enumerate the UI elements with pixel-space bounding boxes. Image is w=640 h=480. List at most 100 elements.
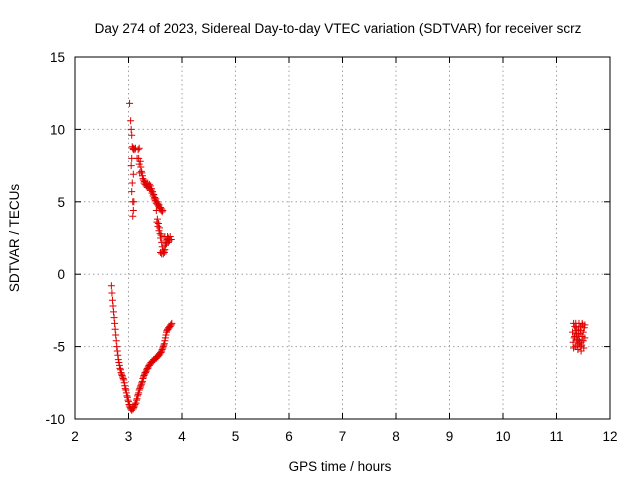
data-point-track-rising-lower [115, 361, 123, 369]
data-point-track-descending-upper [160, 248, 168, 256]
data-point-track-rising-lower [160, 340, 168, 348]
y-tick-label: -5 [53, 340, 65, 355]
data-point-track-rising-lower [112, 337, 120, 345]
data-point-track-descending-upper [164, 238, 172, 246]
data-point-track-descending-upper [165, 237, 173, 245]
data-point-track-rising-lower [159, 344, 167, 352]
data-point-track-rising-lower [125, 398, 132, 406]
data-point-track-rising-lower [123, 392, 131, 400]
data-point-track-rising-lower [135, 386, 143, 394]
data-point-cluster-late [570, 344, 578, 352]
data-point-track-descending-upper [128, 179, 136, 187]
data-point-track-descending-upper [128, 131, 136, 139]
data-point-track-rising-lower [109, 302, 117, 310]
data-point-cluster-late [571, 322, 579, 330]
data-point-cluster-late [581, 321, 589, 329]
data-point-track-rising-lower [111, 319, 119, 327]
data-point-track-rising-lower [143, 366, 151, 374]
data-point-track-descending-upper [164, 233, 172, 241]
data-point-track-rising-lower [114, 356, 122, 364]
data-point-track-rising-lower [124, 396, 132, 404]
data-point-track-descending-upper [158, 238, 166, 246]
data-point-track-rising-lower [122, 386, 130, 394]
data-point-track-rising-lower [114, 351, 122, 359]
data-point-track-descending-upper [135, 154, 143, 162]
data-point-cluster-late [573, 337, 581, 345]
data-point-track-rising-lower [115, 359, 123, 367]
data-point-track-descending-upper [154, 222, 162, 230]
data-point-track-rising-lower [112, 331, 120, 339]
y-tick-label: -10 [45, 412, 65, 427]
data-point-track-descending-upper [156, 224, 164, 232]
chart-title: Day 274 of 2023, Sidereal Day-to-day VTE… [95, 21, 582, 36]
data-point-track-rising-lower [119, 373, 127, 381]
axis-ticks: 2 3 4 5 6 7 8 9 10 11 12 -10 -5 0 5 10 15 [45, 50, 617, 444]
data-point-track-descending-upper [138, 169, 146, 177]
data-point-track-descending-upper [148, 189, 156, 197]
x-tick-label: 2 [71, 429, 79, 444]
y-axis-label: SDTVAR / TECUs [7, 184, 22, 293]
data-point-track-rising-lower [139, 373, 147, 381]
x-tick-label: 3 [125, 429, 133, 444]
data-point-track-rising-lower [140, 372, 148, 380]
data-point-track-descending-upper [158, 205, 166, 213]
data-point-track-rising-lower [121, 385, 129, 393]
data-point-track-rising-lower [111, 325, 119, 333]
x-tick-label: 9 [446, 429, 454, 444]
data-point-track-descending-upper [155, 201, 163, 209]
data-point-cluster-late [581, 334, 589, 342]
data-point-track-descending-upper [153, 215, 161, 223]
data-point-track-descending-upper [154, 199, 162, 207]
x-tick-label: 11 [549, 429, 563, 444]
data-point-track-rising-lower [144, 364, 152, 372]
data-point-track-descending-upper [151, 193, 159, 201]
data-point-track-rising-lower [138, 379, 146, 387]
data-point-cluster-late [574, 345, 582, 353]
x-tick-label: 5 [232, 429, 240, 444]
data-point-track-descending-upper [161, 246, 169, 254]
data-point-cluster-late [572, 324, 580, 332]
data-point-track-descending-upper [156, 230, 164, 238]
x-tick-label: 8 [392, 429, 400, 444]
data-point-track-rising-lower [161, 337, 169, 345]
data-point-track-rising-lower [162, 331, 170, 339]
data-point-cluster-late [569, 338, 577, 346]
x-tick-label: 7 [339, 429, 347, 444]
data-point-track-descending-upper [137, 163, 145, 171]
data-point-track-descending-upper [129, 206, 137, 214]
data-point-track-rising-lower [122, 389, 130, 397]
data-point-cluster-late [579, 337, 587, 345]
data-point-track-descending-upper [157, 231, 165, 239]
data-point-track-descending-upper [148, 185, 156, 193]
data-point-track-rising-lower [116, 366, 124, 374]
data-point-track-rising-lower [129, 405, 137, 413]
data-point-track-rising-lower [138, 377, 146, 385]
data-point-track-rising-lower [142, 367, 150, 375]
data-point-track-rising-lower [136, 385, 144, 393]
data-point-track-descending-upper [157, 234, 165, 242]
data-point-track-descending-upper [154, 220, 162, 228]
data-point-track-descending-upper [129, 212, 137, 220]
data-point-track-rising-lower [137, 382, 145, 390]
data-point-track-rising-lower [134, 392, 142, 400]
data-point-track-rising-lower [133, 395, 141, 403]
data-point-cluster-late [574, 335, 582, 343]
data-point-track-rising-lower [110, 308, 118, 316]
data-point-track-rising-lower [130, 403, 138, 411]
data-point-track-rising-lower [113, 343, 121, 351]
data-point-track-rising-lower [156, 350, 164, 358]
data-point-track-descending-upper [153, 218, 161, 226]
data-point-track-rising-lower [117, 369, 125, 377]
data-point-track-rising-lower [125, 401, 133, 409]
data-point-track-rising-lower [132, 399, 140, 407]
data-point-track-rising-lower [108, 289, 116, 297]
data-point-track-descending-upper [149, 188, 157, 196]
data-point-track-rising-lower [120, 379, 128, 387]
data-point-track-descending-upper [129, 198, 137, 206]
data-point-cluster-late [571, 332, 579, 340]
data-point-cluster-late [580, 324, 588, 332]
data-point-track-rising-lower [158, 347, 166, 355]
data-point-track-descending-upper [134, 146, 142, 154]
data-point-track-descending-upper [135, 160, 143, 168]
